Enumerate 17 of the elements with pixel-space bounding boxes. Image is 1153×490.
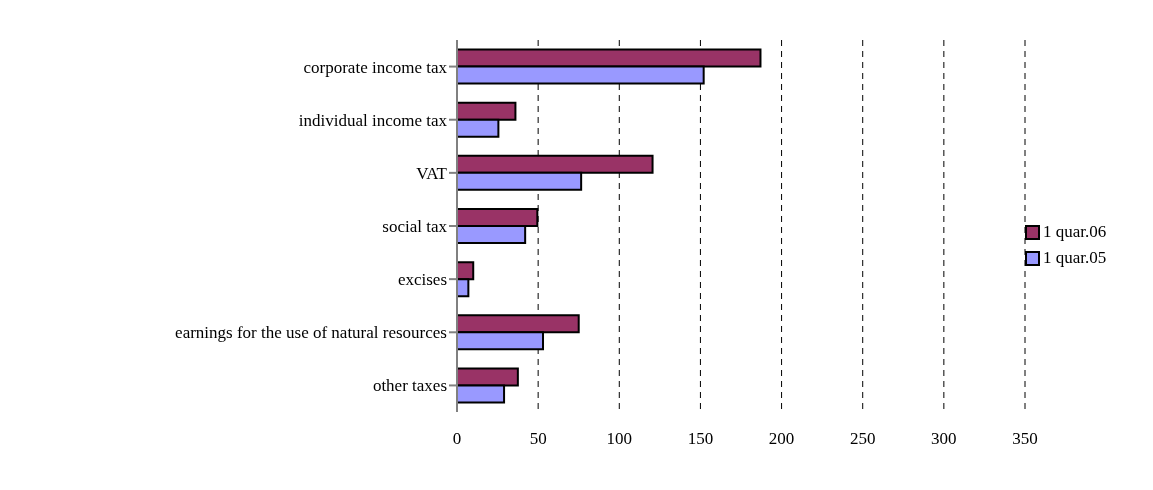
legend-label: 1 quar.05: [1043, 248, 1107, 268]
x-tick-label: 0: [452, 429, 462, 449]
legend-label: 1 quar.06: [1043, 222, 1107, 242]
y-tick-label: corporate income tax: [303, 57, 448, 77]
x-tick-label: 100: [606, 429, 633, 449]
y-tick-label: individual income tax: [298, 110, 448, 130]
y-tick-label: excises: [397, 270, 447, 290]
y-tick-label: social tax: [382, 217, 448, 237]
x-tick-label: 300: [931, 429, 957, 449]
x-tick-label: 250: [849, 429, 876, 449]
x-tick-label: 50: [529, 429, 547, 449]
y-tick-label: VAT: [416, 163, 448, 183]
y-tick-label: earnings for the use of natural resources: [175, 323, 447, 343]
x-tick-label: 150: [687, 429, 714, 449]
x-tick-label: 200: [768, 429, 795, 449]
x-tick-label: 350: [1012, 429, 1038, 449]
y-tick-label: other taxes: [372, 376, 447, 396]
